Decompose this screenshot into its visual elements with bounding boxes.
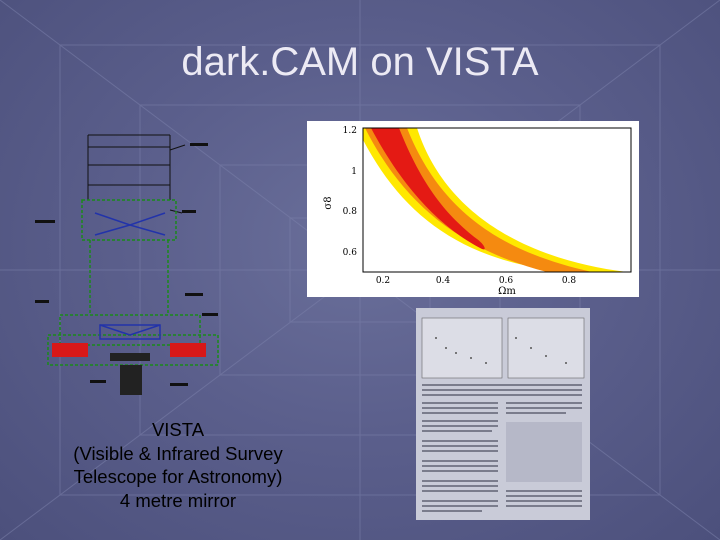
telescope-diagram xyxy=(35,134,219,395)
y-tick-label: 0.6 xyxy=(343,248,358,258)
caption-line: 4 metre mirror xyxy=(119,489,237,511)
x-axis-label: Ωm xyxy=(498,286,516,297)
y-tick-label: 1 xyxy=(351,167,357,177)
x-tick-label: 0.6 xyxy=(499,276,514,286)
caption: VISTA (Visible & Infrared Survey Telesco… xyxy=(40,418,316,512)
caption-line: VISTA xyxy=(151,419,205,440)
caption-line: Telescope for Astronomy) xyxy=(73,466,283,487)
caption-line: (Visible & Infrared Survey xyxy=(73,442,283,464)
x-tick-label: 0.8 xyxy=(562,276,577,286)
y-tick-label: 1.2 xyxy=(343,126,357,136)
contours xyxy=(363,128,627,272)
x-tick-label: 0.2 xyxy=(376,276,390,286)
y-axis-label: σ8 xyxy=(323,196,334,209)
y-tick-label: 0.8 xyxy=(343,207,358,217)
slide-title: dark.CAM on VISTA xyxy=(181,40,539,84)
paper-thumbnail xyxy=(416,308,590,520)
contour-plot: 1.2 1 0.8 0.6 0.2 0.4 0.6 0.8 Ωm σ8 xyxy=(307,121,639,297)
x-tick-label: 0.4 xyxy=(436,276,451,286)
